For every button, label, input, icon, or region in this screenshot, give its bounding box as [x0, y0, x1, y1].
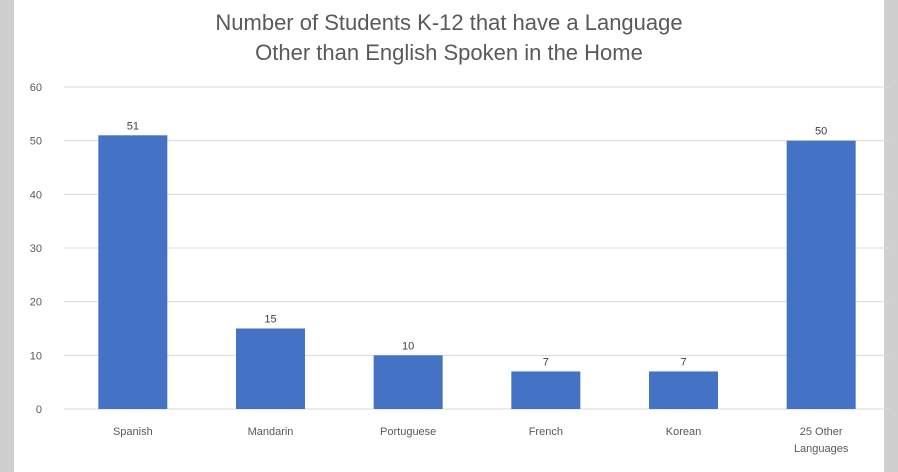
data-label: 15 [264, 314, 276, 326]
bar [373, 355, 443, 409]
data-label: 7 [543, 356, 549, 368]
chart-title-line-1: Number of Students K-12 that have a Lang… [215, 10, 683, 35]
data-label: 7 [680, 356, 686, 368]
bar [236, 328, 305, 409]
data-label: 10 [402, 340, 414, 352]
chart-title-line-2: Other than English Spoken in the Home [255, 40, 643, 65]
y-tick-label: 30 [30, 243, 42, 255]
y-tick-label: 40 [30, 189, 42, 201]
x-tick-label: Languages [794, 443, 849, 455]
x-tick-label: Mandarin [248, 426, 294, 438]
y-tick-label: 0 [36, 404, 42, 416]
chart-title: Number of Students K-12 that have a Lang… [0, 8, 898, 68]
x-tick-label: French [529, 426, 563, 438]
bar [98, 135, 168, 410]
y-tick-label: 60 [30, 82, 42, 94]
bar [511, 371, 581, 409]
data-label: 50 [815, 126, 827, 138]
x-tick-label: Portuguese [380, 426, 436, 438]
x-tick-label: 25 Other [800, 426, 843, 438]
y-tick-label: 20 [30, 297, 42, 309]
bar [786, 140, 856, 409]
data-label: 51 [127, 120, 139, 132]
x-tick-label: Korean [666, 426, 701, 438]
bar [649, 371, 718, 409]
x-tick-label: Spanish [113, 426, 153, 438]
y-tick-label: 50 [30, 136, 42, 148]
y-tick-label: 10 [30, 350, 42, 362]
